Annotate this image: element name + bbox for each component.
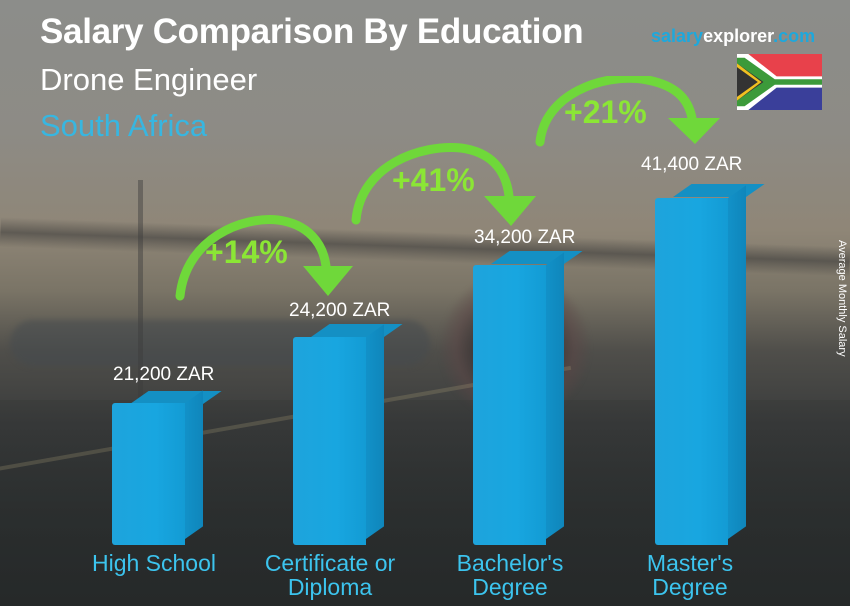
category-label: Master's Degree	[620, 551, 760, 599]
category-label-line2: Degree	[652, 574, 728, 600]
bar-top-face	[673, 184, 765, 197]
category-label: Certificate or Diploma	[250, 551, 410, 599]
bar-side-face	[728, 185, 746, 539]
value-label: 21,200 ZAR	[113, 364, 215, 385]
value-label: 24,200 ZAR	[289, 300, 391, 321]
bar-masters-degree[interactable]	[655, 184, 765, 545]
category-label-line1: Bachelor's	[456, 550, 564, 576]
bar-high-school[interactable]	[112, 390, 222, 545]
increment-arrow-icon	[351, 143, 536, 226]
bar-front-face	[293, 337, 366, 545]
bar-side-face	[185, 390, 203, 539]
value-label: 34,200 ZAR	[474, 227, 576, 248]
bar-bachelors-degree[interactable]	[473, 251, 583, 545]
category-label-line1: Master's	[646, 550, 734, 576]
category-label: Bachelor's Degree	[440, 551, 580, 599]
increment-label: +21%	[564, 94, 647, 130]
category-label: High School	[84, 551, 224, 575]
category-label-line2: Degree	[472, 574, 548, 600]
south-africa-flag-icon	[737, 54, 822, 110]
increment-label: +41%	[392, 162, 475, 198]
value-label: 41,400 ZAR	[641, 154, 743, 175]
job-title: Drone Engineer	[40, 62, 258, 97]
increment-arrow-icon	[175, 215, 353, 301]
bar-front-face	[655, 198, 728, 545]
bar-side-face	[546, 252, 564, 539]
bar-front-face	[112, 403, 185, 545]
brand-logo[interactable]: salaryexplorer.com	[651, 26, 815, 47]
brand-part-salary: salary	[651, 26, 704, 46]
increment-label: +14%	[205, 234, 288, 270]
category-label-line1: Certificate or	[264, 550, 396, 576]
bar-front-face	[473, 265, 546, 545]
bar-top-face	[311, 324, 403, 337]
bar-certificate-diploma[interactable]	[293, 324, 403, 545]
category-label-line1: High School	[91, 550, 217, 576]
chart-title: Salary Comparison By Education	[40, 12, 584, 51]
country-label: South Africa	[40, 108, 208, 143]
brand-part-com: .com	[773, 26, 816, 46]
bar-top-face	[491, 251, 583, 264]
brand-part-explorer: explorer	[703, 26, 774, 46]
bar-side-face	[366, 324, 384, 539]
y-axis-label: Average Monthly Salary	[836, 240, 848, 357]
increment-arrow-icon	[535, 76, 720, 147]
category-label-line2: Diploma	[287, 574, 373, 600]
